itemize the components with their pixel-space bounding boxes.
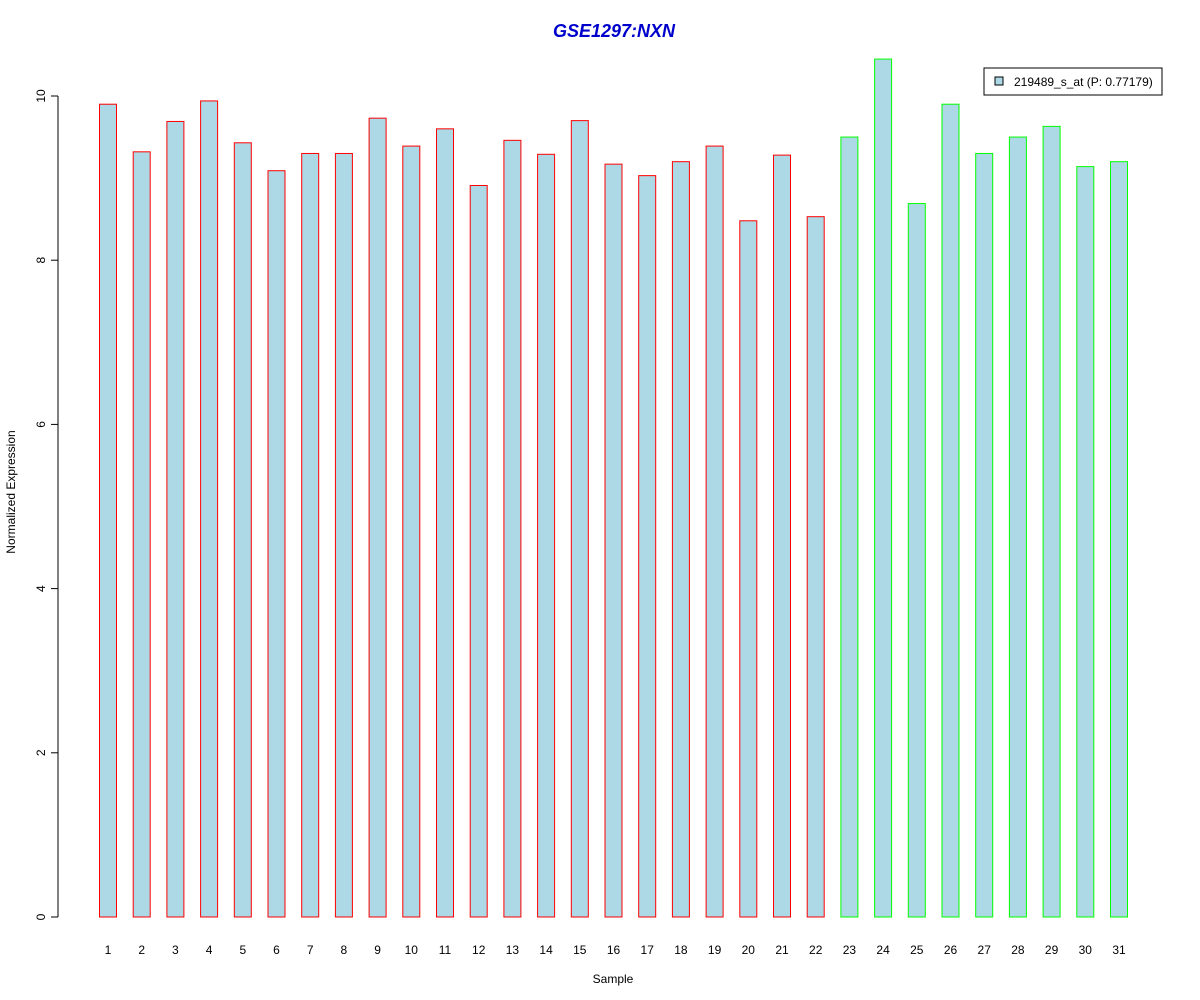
bar [907, 203, 926, 918]
x-tick-label: 1 [105, 943, 112, 957]
y-tick-label: 0 [34, 913, 48, 920]
bar [334, 152, 353, 918]
x-tick-label: 5 [239, 943, 246, 957]
x-tick-label: 28 [1011, 943, 1025, 957]
bar [671, 161, 690, 918]
x-tick-label: 20 [742, 943, 756, 957]
bars-group [99, 58, 1128, 918]
y-axis: 0 2 4 6 8 10 [34, 89, 59, 920]
bar [200, 100, 219, 918]
y-tick-label: 8 [34, 257, 48, 264]
legend-swatch [994, 76, 1004, 86]
x-tick-label: 13 [506, 943, 520, 957]
y-tick-label: 4 [34, 585, 48, 592]
bar [705, 145, 724, 918]
x-tick-label: 10 [405, 943, 419, 957]
bar [874, 58, 893, 918]
bar [1110, 161, 1128, 918]
bar [132, 151, 151, 918]
y-tick-label: 2 [34, 749, 48, 756]
x-tick-label: 17 [641, 943, 655, 957]
bar [840, 136, 859, 918]
x-tick-label: 21 [775, 943, 789, 957]
bar [1008, 136, 1027, 918]
x-tick-label: 3 [172, 943, 179, 957]
x-tick-label: 11 [439, 943, 452, 957]
bar [99, 103, 117, 918]
x-tick-label: 19 [708, 943, 722, 957]
x-tick-label: 22 [809, 943, 823, 957]
legend-box [983, 67, 1163, 96]
x-axis-title: Sample [593, 972, 634, 986]
bar [1076, 166, 1095, 918]
x-tick-label: 24 [876, 943, 890, 957]
bar [267, 170, 286, 918]
bar [402, 145, 421, 918]
bar [1042, 125, 1061, 918]
x-tick-label: 25 [910, 943, 924, 957]
x-tick-label: 8 [341, 943, 348, 957]
bar [233, 142, 252, 918]
x-tick-label: 26 [944, 943, 958, 957]
bar [503, 139, 522, 918]
y-tick-label: 10 [34, 89, 48, 103]
x-tick-label: 29 [1045, 943, 1059, 957]
bar [638, 175, 657, 918]
x-tick-label: 23 [843, 943, 857, 957]
bar [975, 152, 994, 918]
x-tick-label: 6 [273, 943, 280, 957]
x-tick-label: 9 [374, 943, 381, 957]
bar [166, 120, 185, 918]
legend-label: 219489_s_at (P: 0.77179) [1014, 75, 1153, 89]
x-tick-label: 31 [1112, 943, 1126, 957]
bar [604, 163, 623, 918]
bar [301, 152, 320, 918]
bar [368, 117, 387, 918]
x-tick-label: 16 [607, 943, 621, 957]
bar [806, 216, 825, 918]
bar [941, 103, 960, 918]
bar [773, 154, 791, 918]
bar [469, 184, 488, 918]
x-tick-label: 4 [206, 943, 213, 957]
bar [436, 128, 454, 918]
x-tick-label: 14 [539, 943, 553, 957]
x-tick-labels: 1 2 3 4 5 6 7 8 9 10 11 12 13 14 15 16 17 18 19 20 21 22 23 24 2… [105, 943, 1126, 957]
x-tick-label: 30 [1079, 943, 1093, 957]
x-tick-label: 15 [573, 943, 587, 957]
bar [537, 153, 556, 918]
bar [570, 120, 589, 918]
x-tick-label: 7 [307, 943, 314, 957]
chart-title: GSE1297:NXN [553, 21, 676, 41]
x-tick-label: 18 [674, 943, 688, 957]
y-axis-title: Normalized Expression [4, 430, 18, 553]
x-tick-label: 12 [472, 943, 486, 957]
legend: 219489_s_at (P: 0.77179) [983, 67, 1163, 96]
y-tick-label: 6 [34, 421, 48, 428]
x-tick-label: 2 [138, 943, 145, 957]
x-tick-label: 27 [978, 943, 992, 957]
bar [739, 220, 758, 918]
